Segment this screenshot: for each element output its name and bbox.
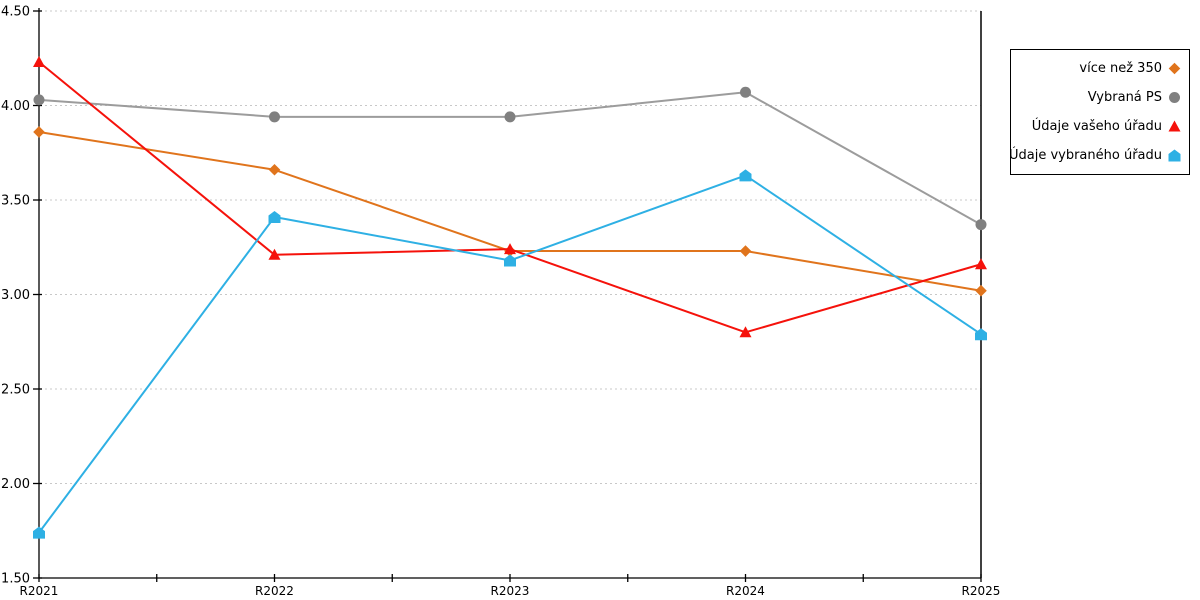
svg-text:3.00: 3.00 [1,288,30,303]
legend-item-udaje-vaseho-uradu: Údaje vašeho úřadu [1015,119,1181,134]
legend-label: Vybraná PS [1087,90,1162,105]
series-triangle [33,56,987,338]
svg-text:3.50: 3.50 [1,194,30,209]
svg-text:R2022: R2022 [255,584,294,598]
svg-text:2.50: 2.50 [1,383,30,398]
svg-text:R2023: R2023 [491,584,530,598]
series-lines-markers [33,56,987,539]
svg-text:R2025: R2025 [962,584,1001,598]
legend-label: více než 350 [1079,61,1162,76]
gridlines [40,10,981,484]
legend-item-udaje-vybraneho-uradu: Údaje vybraného úřadu [1009,148,1181,163]
y-axis-ticks-labels: 1.50 2.00 2.50 3.00 3.50 4.00 4.50 [1,5,42,587]
x-axis-ticks-labels: R2021 R2022 R2023 R2024 R2025 [20,574,1001,598]
legend-item-vice-nez-350: více než 350 [1015,61,1181,76]
svg-text:4.00: 4.00 [1,99,30,114]
legend-label: Údaje vybraného úřadu [1008,148,1162,163]
legend: více než 350 Vybraná PS Údaje vašeho úřa… [1009,49,1190,175]
series-pentagon [33,169,987,539]
legend-item-vybrana-ps: Vybraná PS [1015,90,1181,105]
svg-text:2.00: 2.00 [1,477,30,492]
svg-text:R2024: R2024 [726,584,765,598]
series-circle [33,86,987,231]
svg-text:4.50: 4.50 [1,5,30,20]
pentagon-marker-icon [1168,149,1181,162]
axes [38,8,982,579]
triangle-marker-icon [1168,120,1181,133]
svg-text:1.50: 1.50 [1,572,30,587]
circle-marker-icon [1168,91,1181,104]
legend-label: Údaje vašeho úřadu [1031,119,1162,134]
series-diamond [33,126,987,297]
diamond-marker-icon [1168,62,1181,75]
svg-text:R2021: R2021 [20,584,59,598]
